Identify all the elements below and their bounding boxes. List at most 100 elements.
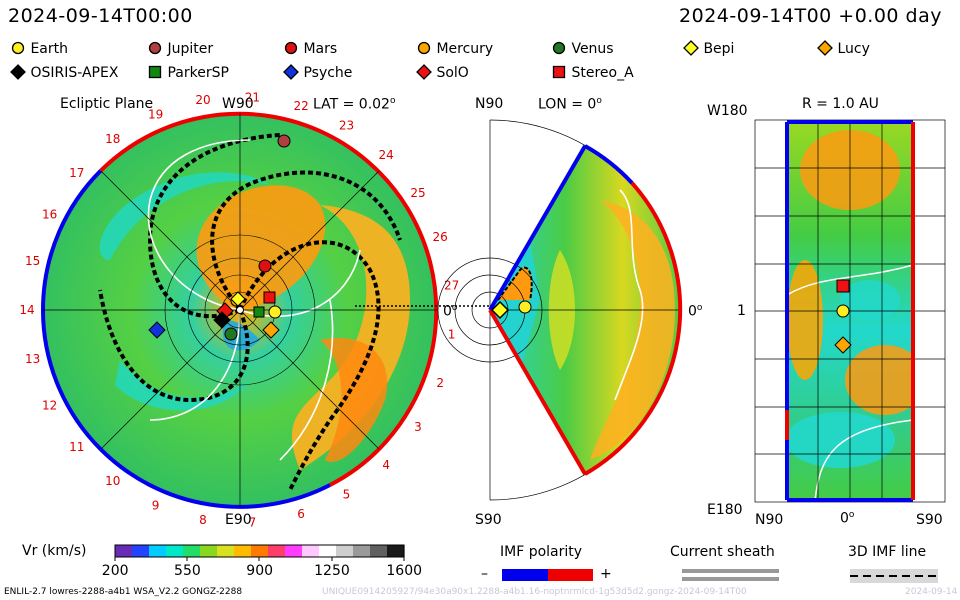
carrington-tick-label: 15 <box>25 254 40 268</box>
carrington-tick-label: 1 <box>448 328 456 342</box>
legend-label: Mars <box>299 41 338 57</box>
legend-label: SolO <box>432 65 469 81</box>
circle-symbol-icon <box>417 41 431 55</box>
run-id: UNIQUE0914205927/94e30a90x1.2288-a4b1.16… <box>322 587 747 597</box>
carrington-tick-label: 6 <box>297 507 305 521</box>
bepi-marker <box>490 300 510 320</box>
colorbar-segment <box>285 545 303 557</box>
parkersp-marker <box>253 306 265 318</box>
legend-label: Jupiter <box>163 41 214 57</box>
colorbar-segment <box>166 545 184 557</box>
legend-item-psyche: Psyche <box>283 64 352 81</box>
fast-stream-region <box>845 345 913 415</box>
fast-stream-region <box>196 185 326 310</box>
legend-item-venus: Venus <box>551 40 614 57</box>
fast-stream-region <box>787 260 823 380</box>
legend-label: Venus <box>567 41 614 57</box>
carrington-tick-label: 7 <box>249 516 257 530</box>
colorbar-segment <box>268 545 286 557</box>
imf-sector-boundary <box>787 264 913 296</box>
colorbar-segment <box>149 545 167 557</box>
imf-sector-boundary <box>614 189 644 401</box>
legend-label: OSIRIS-APEX <box>26 65 119 81</box>
stereo-a-marker <box>263 291 276 304</box>
earth-panel-mid-left: 1 <box>737 303 746 319</box>
imf-sector-boundary <box>814 419 913 500</box>
sun-marker <box>236 306 244 314</box>
meridional-edge-negative <box>488 144 587 312</box>
meridional-plane-panel <box>437 119 683 501</box>
meridional-title: LON = 0o <box>538 96 602 113</box>
earth-panel <box>754 119 946 503</box>
legend-label: Lucy <box>833 41 870 57</box>
colorbar-tick-label: 550 <box>174 563 201 579</box>
imf-line-swatch <box>850 569 938 583</box>
circle-symbol-icon <box>284 41 298 55</box>
timestamp-title: 2024-09-14T00:00 <box>8 5 193 27</box>
osiris-apex-marker <box>213 311 231 329</box>
colorbar-segment <box>217 545 235 557</box>
diamond-symbol-icon <box>416 64 432 80</box>
carrington-tick-label: 16 <box>42 207 57 221</box>
imf-polarity-negative-swatch <box>502 569 548 581</box>
slow-stream-region <box>99 172 270 260</box>
legend-label: ParkerSP <box>163 65 229 81</box>
imf-polarity-minus: – <box>481 566 488 582</box>
colorbar-segment <box>251 545 269 557</box>
meridional-bottom-label: S90 <box>475 512 502 528</box>
meridional-rim-negative <box>584 144 634 185</box>
colorbar-segment <box>234 545 252 557</box>
diamond-symbol-icon <box>817 40 833 56</box>
ecliptic-title: Ecliptic Plane <box>60 96 154 112</box>
current-sheath-swatch <box>682 569 779 581</box>
stereo-a-marker <box>836 279 850 293</box>
carrington-tick-label: 21 <box>245 90 260 104</box>
earth-marker <box>836 304 850 318</box>
carrington-tick-label: 24 <box>379 148 394 162</box>
carrington-tick-label: 3 <box>414 420 422 434</box>
square-symbol-icon <box>148 65 162 79</box>
earth-panel-x-left: N90 <box>755 512 784 528</box>
colorbar-segment <box>302 545 320 557</box>
lucy-marker <box>834 336 852 354</box>
venus-marker <box>224 327 238 341</box>
legend-label: Bepi <box>699 41 735 57</box>
earth-marker <box>268 305 282 319</box>
carrington-tick-label: 10 <box>105 474 120 488</box>
square-symbol-icon <box>552 65 566 79</box>
colorbar-label: Vr (km/s) <box>22 543 87 559</box>
bepi-marker <box>230 291 246 307</box>
carrington-tick-label: 13 <box>25 352 40 366</box>
earth-marker <box>518 300 532 314</box>
ecliptic-bottom-label: E90 <box>225 512 252 528</box>
carrington-tick-label: 18 <box>105 132 120 146</box>
meridional-grid <box>437 119 681 501</box>
diamond-symbol-icon <box>10 64 26 80</box>
carrington-tick-label: 20 <box>195 93 210 107</box>
legend-item-parkersp: ParkerSP <box>147 64 229 81</box>
legend-label: Psyche <box>299 65 353 81</box>
legend-label: Mercury <box>432 41 494 57</box>
colorbar-segment <box>132 545 150 557</box>
vr-colorbar <box>115 545 405 557</box>
fast-stream-region <box>291 205 410 470</box>
carrington-tick-label: 12 <box>42 399 57 413</box>
legend-item-jupiter: Jupiter <box>147 40 213 57</box>
mars-marker <box>258 259 272 273</box>
colorbar-tick-label: 200 <box>101 563 129 579</box>
jupiter-marker <box>277 134 291 148</box>
ecliptic-top-label: W90 <box>222 96 254 112</box>
ecliptic-rim-positive <box>99 111 439 487</box>
carrington-tick-label: 27 <box>444 278 459 292</box>
earth-panel-bottom-left: E180 <box>707 502 743 518</box>
colorbar-segment <box>353 545 371 557</box>
colorbar-segment <box>200 545 218 557</box>
fast-stream-region <box>320 338 388 462</box>
carrington-tick-label: 14 <box>19 303 34 317</box>
legend-item-solo: SolO <box>416 64 469 81</box>
slow-stream-region <box>840 280 900 320</box>
circle-symbol-icon <box>11 41 25 55</box>
current-sheath-lines <box>98 133 402 491</box>
